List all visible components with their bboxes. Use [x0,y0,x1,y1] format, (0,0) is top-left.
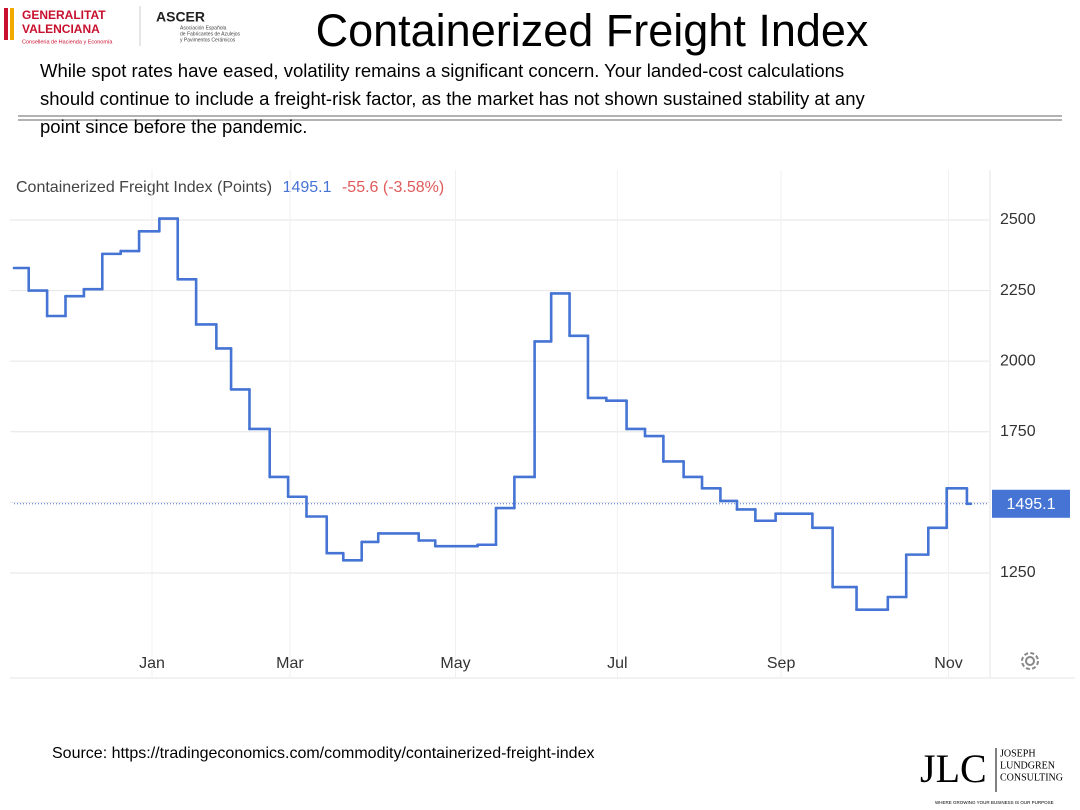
y-tick-label: 1750 [1000,423,1036,440]
logo-tagline: WHERE GROWING YOUR BUSINESS IS OUR PURPO… [935,800,1054,805]
generalitat-logo: GENERALITAT VALENCIANA Conselleria de Ha… [4,8,113,45]
chart-header: Containerized Freight Index (Points) 149… [16,179,444,196]
logo-text: y Pavimentos Cerámicos [180,37,236,43]
logo-text: de Fabricantes de Azulejos [180,31,241,37]
logo-text: CONSULTING [1000,772,1063,783]
ascer-logo: ASCER Asociación Española de Fabricantes… [156,9,241,44]
slide-title: Containerized Freight Index [316,5,869,56]
chart-title: Containerized Freight Index (Points) [16,179,272,196]
logo-text: VALENCIANA [22,22,100,36]
last-value-box [992,489,1070,518]
logo-text: Conselleria de Hacienda y Economía [22,39,113,45]
last-value-label: 1495.1 [1007,496,1056,513]
jlc-logo: JLC JOSEPH LUNDGREN CONSULTING WHERE GRO… [920,746,1063,805]
chart: Containerized Freight Index (Points) 149… [10,170,1075,679]
x-tick-label: May [440,655,470,672]
x-tick-label: Jan [139,655,165,672]
settings-icon[interactable] [1021,652,1039,670]
logo-text: ASCER [156,9,205,25]
source: Source: https://tradingeconomics.com/com… [52,745,594,762]
x-tick-label: Mar [276,655,304,672]
body-text: While spot rates have eased, volatility … [40,60,844,81]
logo-text: Asociación Española [180,25,227,31]
body-text: point since before the pandemic. [40,116,307,137]
y-tick-label: 2000 [1000,352,1036,369]
x-tick-label: Sep [767,655,796,672]
logo-bar [10,8,14,40]
change: -55.6 (-3.58%) [342,179,444,196]
y-tick-label: 2250 [1000,282,1036,299]
logo-bar [4,8,8,40]
body-text: should continue to include a freight-ris… [40,88,865,109]
x-tick-label: Nov [934,655,962,672]
y-tick-label: 2500 [1000,211,1036,228]
logo-text: GENERALITAT [22,8,106,22]
logo-mark: JLC [920,746,987,791]
y-tick-label: 1250 [1000,564,1036,581]
x-tick-label: Jul [607,655,627,672]
last-value: 1495.1 [283,179,332,196]
logo-text: LUNDGREN [1000,760,1055,771]
series [12,217,973,611]
logo-text: JOSEPH [1000,748,1036,759]
